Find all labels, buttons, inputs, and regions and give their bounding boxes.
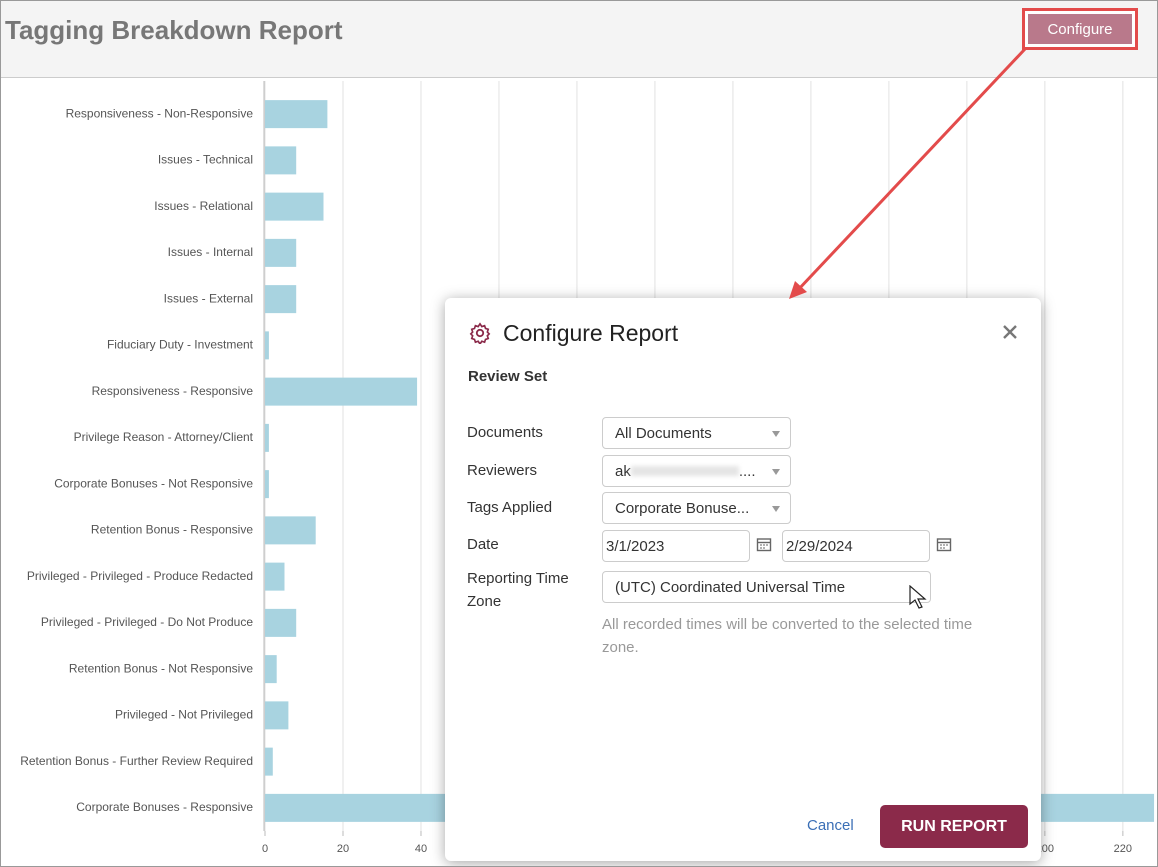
configure-dialog: Configure Report Review Set Documents Al…	[445, 298, 1041, 861]
y-tick-label: Privileged - Privileged - Produce Redact…	[27, 569, 253, 583]
input-value: 3/1/2023	[606, 537, 665, 555]
close-button[interactable]	[1002, 324, 1018, 340]
y-tick-label: Privilege Reason - Attorney/Client	[74, 430, 254, 444]
configure-button[interactable]: Configure	[1022, 8, 1138, 50]
field-label: Reporting Time Zone	[467, 570, 569, 610]
bar	[265, 608, 297, 637]
bar	[265, 331, 269, 360]
section-title: Review Set	[468, 368, 548, 385]
gear-icon	[469, 322, 491, 344]
bar	[265, 747, 273, 776]
y-tick-label: Corporate Bonuses - Responsive	[76, 800, 253, 814]
cancel-button[interactable]: Cancel	[807, 817, 854, 834]
page-title: Tagging Breakdown Report	[5, 15, 343, 45]
x-tick-label: 20	[337, 843, 349, 855]
y-tick-label: Retention Bonus - Responsive	[91, 523, 253, 537]
mouse-cursor	[909, 585, 927, 609]
calendar-icon[interactable]	[756, 536, 772, 552]
bar	[265, 100, 328, 129]
bar	[265, 516, 316, 545]
date-from-input[interactable]: 3/1/2023	[602, 530, 750, 562]
y-tick-label: Privileged - Privileged - Do Not Produce	[41, 615, 253, 629]
hint-text: All recorded times will be converted to …	[602, 616, 973, 656]
field-label: Date	[467, 536, 499, 553]
field-label: Tags Applied	[467, 499, 553, 516]
x-tick-label: 0	[262, 843, 268, 855]
select-value-end: ....	[738, 462, 756, 480]
tags-select[interactable]: Corporate Bonuse...	[602, 492, 791, 524]
bar	[265, 146, 297, 175]
date-to-input[interactable]: 2/29/2024	[782, 530, 930, 562]
field-label: Reviewers	[467, 462, 538, 479]
input-value: 2/29/2024	[786, 537, 853, 555]
reviewers-select[interactable]: ak....	[602, 455, 791, 487]
y-tick-label: Responsiveness - Non-Responsive	[66, 106, 254, 120]
bar	[265, 377, 418, 406]
bar	[265, 701, 289, 730]
select-value: (UTC) Coordinated Universal Time	[615, 578, 846, 596]
bar	[265, 238, 297, 267]
run-report-button[interactable]: RUN REPORT	[880, 805, 1028, 848]
y-tick-label: Corporate Bonuses - Not Responsive	[54, 476, 253, 490]
documents-select[interactable]: All Documents	[602, 417, 791, 449]
calendar-icon[interactable]	[936, 536, 952, 552]
configure-label[interactable]: Configure	[1028, 14, 1132, 44]
field-label: Documents	[467, 424, 543, 441]
timezone-select[interactable]: (UTC) Coordinated Universal Time	[602, 571, 931, 603]
y-tick-label: Retention Bonus - Further Review Require…	[20, 754, 253, 768]
select-value: All Documents	[615, 424, 712, 442]
y-tick-label: Responsiveness - Responsive	[92, 384, 254, 398]
y-tick-label: Issues - External	[164, 291, 253, 305]
y-tick-label: Fiduciary Duty - Investment	[107, 338, 254, 352]
y-tick-label: Issues - Relational	[154, 199, 253, 213]
select-value: ak	[615, 462, 631, 480]
x-tick-label: 220	[1114, 843, 1132, 855]
x-tick-label: 40	[415, 843, 427, 855]
bar	[265, 655, 277, 684]
bar	[265, 192, 324, 221]
y-tick-label: Issues - Technical	[158, 153, 253, 167]
y-tick-label: Retention Bonus - Not Responsive	[69, 661, 253, 675]
bar	[265, 285, 297, 314]
y-tick-label: Issues - Internal	[168, 245, 253, 259]
dialog-title: Configure Report	[503, 320, 679, 346]
header: Tagging Breakdown Report Configure	[1, 1, 1157, 78]
bar	[265, 423, 269, 452]
y-tick-label: Privileged - Not Privileged	[115, 708, 253, 722]
select-value: Corporate Bonuse...	[615, 499, 750, 517]
bar	[265, 470, 269, 499]
bar	[265, 562, 285, 591]
